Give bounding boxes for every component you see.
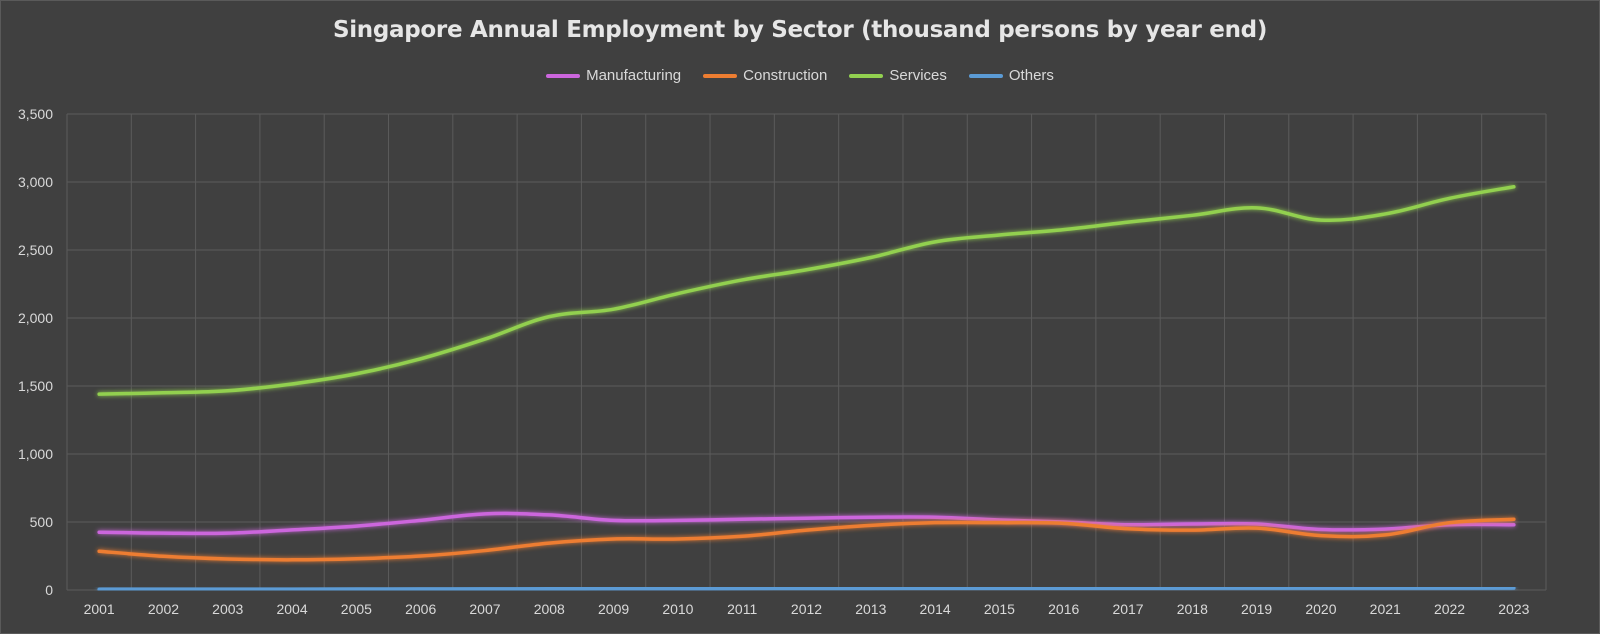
x-tick-label: 2005 — [341, 601, 372, 617]
y-tick-label: 1,000 — [18, 446, 53, 462]
series-line-others — [97, 586, 1516, 592]
x-tick-label: 2015 — [984, 601, 1015, 617]
x-tick-label: 2021 — [1370, 601, 1401, 617]
x-tick-label: 2013 — [855, 601, 886, 617]
legend-label-services: Services — [889, 67, 947, 84]
y-tick-label: 0 — [45, 582, 53, 598]
y-tick-label: 1,500 — [18, 378, 53, 394]
legend-item-construction[interactable]: Construction — [703, 67, 827, 84]
x-tick-label: 2018 — [1177, 601, 1208, 617]
legend-label-others: Others — [1008, 67, 1054, 84]
x-tick-label: 2002 — [148, 601, 179, 617]
y-tick-label: 500 — [30, 514, 54, 530]
legend-swatch-services — [849, 73, 884, 78]
legend-swatch-construction — [703, 73, 738, 78]
series-layer — [97, 185, 1516, 592]
x-tick-label: 2009 — [598, 601, 629, 617]
tick-layer: 0 500 1,000 1,500 2,000 2,500 3,000 3,500 2001 20… — [18, 106, 1530, 617]
legend-label-manufacturing: Manufacturing — [586, 67, 682, 84]
y-tick-label: 3,000 — [18, 174, 53, 190]
series-line-construction — [97, 517, 1516, 562]
x-tick-label: 2004 — [276, 601, 307, 617]
x-tick-label: 2014 — [920, 601, 951, 617]
legend: Manufacturing Construction Services Othe… — [1, 67, 1599, 84]
chart-title: Singapore Annual Employment by Sector (t… — [332, 17, 1268, 43]
y-tick-label: 3,500 — [18, 106, 53, 122]
x-tick-label: 2006 — [405, 601, 436, 617]
x-tick-label: 2023 — [1498, 601, 1529, 617]
legend-item-manufacturing[interactable]: Manufacturing — [546, 67, 681, 84]
x-tick-label: 2019 — [1241, 601, 1272, 617]
legend-item-others[interactable]: Others — [968, 67, 1054, 84]
series-line-manufacturing — [97, 511, 1516, 536]
x-tick-label: 2017 — [1112, 601, 1143, 617]
x-tick-label: 2003 — [212, 601, 243, 617]
x-tick-label: 2020 — [1305, 601, 1336, 617]
series-line-services — [97, 185, 1516, 396]
x-tick-label: 2010 — [662, 601, 693, 617]
x-tick-label: 2016 — [1048, 601, 1079, 617]
x-tick-label: 2012 — [791, 601, 822, 617]
legend-swatch-others — [968, 73, 1003, 78]
legend-item-services[interactable]: Services — [849, 67, 947, 84]
x-tick-label: 2008 — [534, 601, 565, 617]
legend-label-construction: Construction — [743, 67, 828, 84]
y-tick-label: 2,000 — [18, 310, 53, 326]
legend-swatch-manufacturing — [546, 73, 581, 78]
x-tick-label: 2007 — [469, 601, 500, 617]
x-tick-label: 2001 — [84, 601, 115, 617]
x-tick-label: 2022 — [1434, 601, 1465, 617]
y-tick-label: 2,500 — [18, 242, 53, 258]
x-tick-label: 2011 — [727, 601, 757, 617]
